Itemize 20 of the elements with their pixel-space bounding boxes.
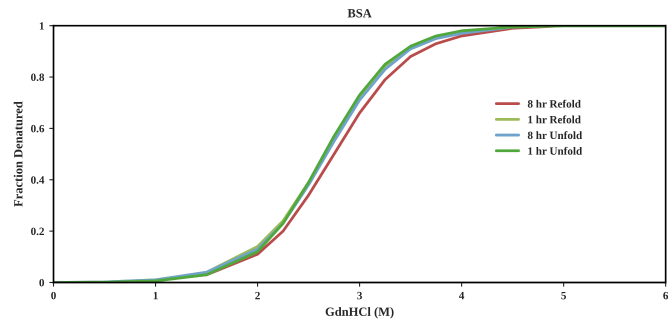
y-tick-label: 0.2 — [31, 228, 44, 236]
chart-title: BSA — [348, 9, 372, 18]
x-tick-label: 1 — [154, 292, 158, 300]
legend-label: 8 hr Refold — [528, 100, 581, 108]
legend-label: 8 hr Unfold — [528, 131, 582, 140]
legend-label: 1 hr Unfold — [528, 146, 582, 155]
x-tick-label: 0 — [51, 292, 56, 300]
x-tick-label: 6 — [663, 292, 668, 300]
x-tick-label: 2 — [255, 292, 260, 300]
y-tick-label: 0 — [39, 278, 44, 286]
x-tick-label: 3 — [357, 292, 362, 300]
y-tick-label: 0.8 — [31, 74, 44, 82]
legend-label: 1 hr Refold — [528, 115, 581, 124]
y-axis-title: Fraction Denatured — [14, 101, 23, 207]
x-tick-label: 4 — [458, 292, 464, 300]
y-tick-label: 0.4 — [31, 176, 44, 184]
y-tick-label: 0.6 — [31, 124, 44, 132]
y-tick-label: 1 — [40, 22, 44, 30]
x-axis-title: GdnHCl (M) — [326, 307, 394, 318]
x-tick-label: 5 — [561, 292, 566, 300]
